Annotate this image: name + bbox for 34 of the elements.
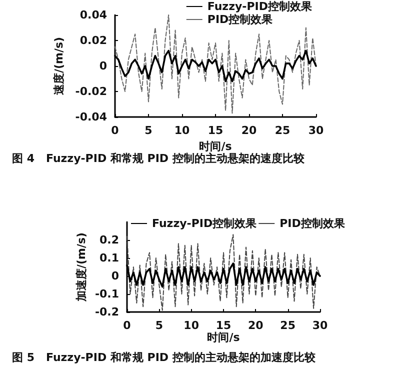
x-tick-label: 10 (174, 124, 190, 137)
x-tick-label: 20 (241, 124, 257, 137)
x-tick-label: 0 (123, 319, 132, 332)
x-tick-label: 15 (216, 319, 232, 332)
y-axis-title: 速度/(m/s) (52, 36, 66, 96)
x-tick-label: 25 (274, 124, 290, 137)
x-axis-title: 时间/s (207, 330, 240, 344)
y-tick-label: 0.04 (80, 8, 108, 22)
y-tick-label: 0.2 (100, 234, 119, 246)
legend-label: Fuzzy-PID控制效果 (207, 0, 313, 13)
legend-label: PID控制效果 (280, 217, 346, 230)
y-tick-label: 0.02 (80, 34, 107, 47)
y-tick-label: 0 (99, 60, 108, 72)
x-tick-label: 30 (308, 124, 324, 137)
legend-label: PID控制效果 (207, 13, 274, 26)
x-tick-label: 30 (312, 319, 328, 332)
caption: 图 5 Fuzzy-PID 和常规 PID 控制的主动悬架的加速度比较 (12, 351, 316, 364)
y-tick-label: 0.1 (100, 252, 119, 264)
y-tick-label: -0.1 (94, 288, 119, 300)
x-tick-label: 5 (155, 319, 163, 332)
y-axis-title: 加速度/(m/s) (75, 232, 88, 303)
y-tick-label: -0.04 (75, 110, 108, 124)
caption: 图 4 Fuzzy-PID 和常规 PID 控制的主动悬架的速度比较 (12, 152, 306, 165)
y-tick-label: -0.02 (75, 85, 107, 98)
y-tick-label: -0.2 (94, 306, 119, 318)
x-tick-label: 15 (208, 124, 224, 137)
y-tick-label: 0 (111, 270, 120, 282)
x-tick-label: 25 (280, 319, 296, 332)
x-tick-label: 5 (144, 124, 152, 137)
x-axis-title: 时间/s (199, 140, 232, 153)
x-tick-label: 10 (184, 319, 200, 332)
line-series (114, 14, 316, 114)
x-tick-label: 20 (248, 319, 264, 332)
legend-label: Fuzzy-PID控制效果 (152, 217, 258, 230)
